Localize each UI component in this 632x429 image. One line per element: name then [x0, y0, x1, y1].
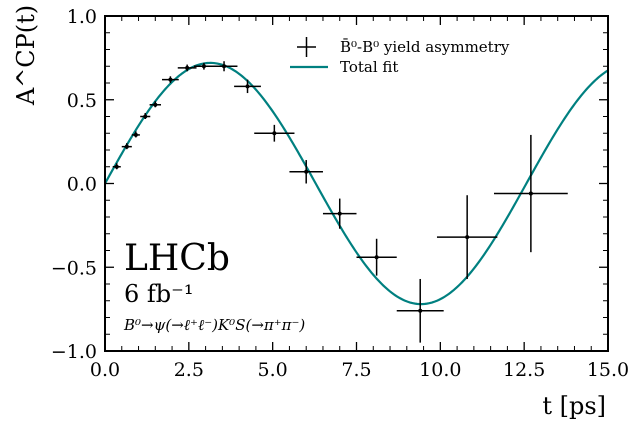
- x-tick-label: 5.0: [258, 359, 288, 381]
- data-point: [493, 134, 568, 253]
- luminosity-label: 6 fb⁻¹: [124, 280, 193, 308]
- legend-label-fit: Total fit: [340, 58, 398, 76]
- data-point: [356, 238, 397, 276]
- data-point: [254, 124, 295, 142]
- data-marker: [124, 144, 129, 149]
- data-point: [177, 64, 197, 72]
- legend-label-data: B̄⁰-B⁰ yield asymmetry: [340, 38, 510, 56]
- x-tick-label: 15.0: [587, 359, 629, 381]
- fit-curve: [104, 61, 609, 306]
- y-tick-label: 0.0: [67, 174, 97, 196]
- y-tick-label: −1.0: [51, 341, 97, 363]
- x-tick-label: 0.0: [90, 359, 120, 381]
- data-marker: [185, 65, 190, 70]
- legend: B̄⁰-B⁰ yield asymmetry Total fit: [290, 37, 510, 76]
- data-point: [121, 143, 132, 150]
- data-points-layer: [112, 61, 568, 343]
- data-point: [322, 198, 357, 229]
- y-axis-label: A^CP(t): [12, 5, 40, 106]
- x-tick-label: 7.5: [341, 359, 371, 381]
- data-marker: [201, 64, 206, 69]
- data-marker: [114, 164, 119, 169]
- fit-layer: [104, 61, 609, 306]
- data-point: [289, 160, 323, 184]
- data-marker: [133, 132, 138, 137]
- x-tick-label: 12.5: [503, 359, 545, 381]
- data-marker: [374, 255, 379, 260]
- data-point: [131, 131, 140, 138]
- data-marker: [465, 235, 470, 240]
- data-point: [140, 113, 151, 120]
- data-marker: [143, 114, 148, 119]
- x-tick-label: 10.0: [419, 359, 461, 381]
- data-marker: [337, 211, 342, 216]
- data-point: [149, 101, 162, 108]
- data-marker: [528, 191, 533, 196]
- data-marker: [153, 102, 158, 107]
- data-marker: [222, 64, 227, 69]
- y-tick-label: 1.0: [67, 6, 97, 28]
- data-point: [396, 278, 444, 343]
- data-marker: [168, 77, 173, 82]
- experiment-label: LHCb: [124, 238, 230, 279]
- data-point: [112, 163, 121, 170]
- data-marker: [245, 84, 250, 89]
- y-tick-label: 0.5: [67, 90, 97, 112]
- x-axis-label: t [ps]: [542, 392, 606, 420]
- y-tick-label: −0.5: [51, 257, 97, 279]
- data-marker: [304, 169, 309, 174]
- data-point: [436, 195, 498, 279]
- x-tick-label: 2.5: [174, 359, 204, 381]
- decay-label: B⁰→ψ(→ℓ⁺ℓ⁻)K⁰S(→π⁺π⁻): [123, 316, 305, 334]
- data-marker: [418, 308, 423, 313]
- data-marker: [272, 131, 277, 136]
- data-point: [162, 76, 179, 83]
- ticks-layer: 0.0 2.5 5.0 7.5 10.0 12.5 15.0 −1.0 −0.5 0.0 0.5 1.…: [51, 6, 629, 381]
- data-point: [210, 61, 238, 72]
- data-point: [234, 79, 261, 94]
